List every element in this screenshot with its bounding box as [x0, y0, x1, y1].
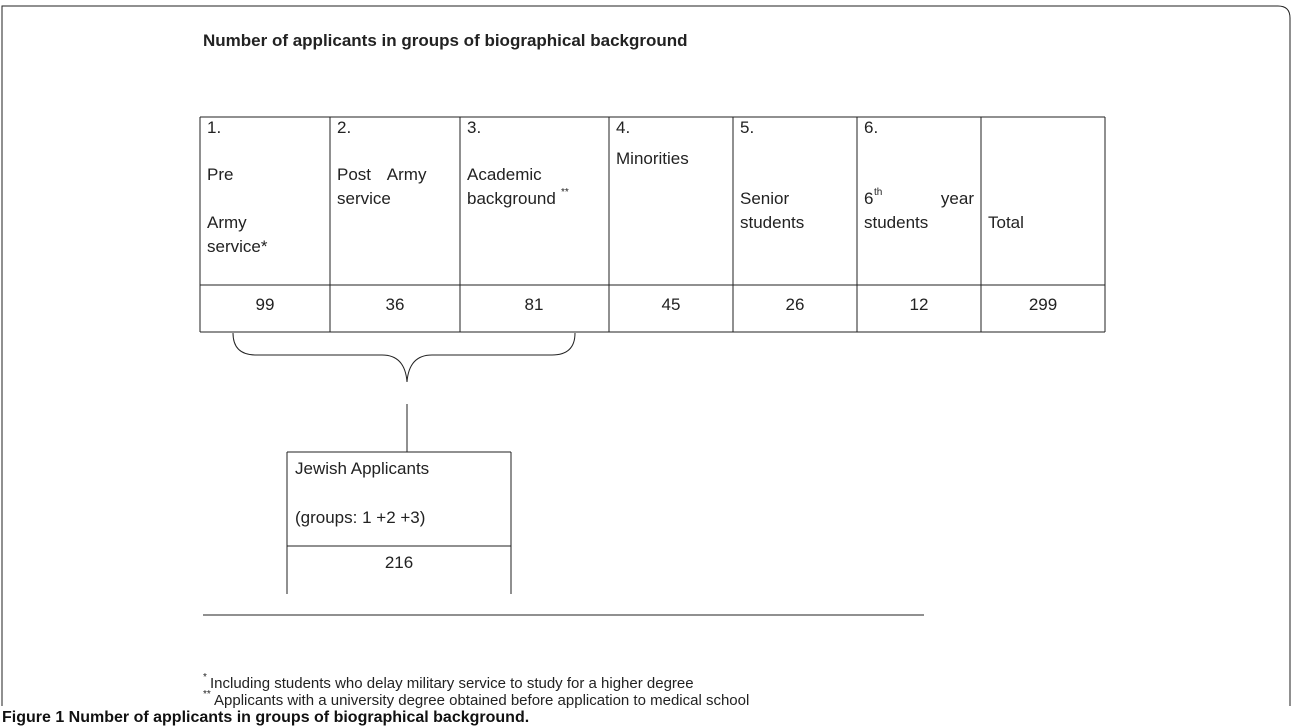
- header-line: Post Army: [337, 165, 427, 184]
- header-number: 2.: [337, 118, 351, 137]
- table-grid: [199, 116, 1106, 333]
- header-line: students: [864, 213, 928, 232]
- header-number: 3.: [467, 118, 481, 137]
- header-line: Minorities: [616, 149, 689, 168]
- header-mark: **: [561, 187, 569, 198]
- cell-value: 45: [662, 295, 681, 314]
- footnote: Applicants with a university degree obta…: [214, 692, 749, 709]
- header-number: 4.: [616, 118, 630, 137]
- header-number: 6.: [864, 118, 878, 137]
- frame: [1, 5, 1291, 706]
- header-line: Senior: [740, 189, 789, 208]
- footnote-mark: **: [203, 689, 211, 700]
- header-line: Pre: [207, 165, 233, 184]
- jewish-box: [286, 451, 512, 594]
- brace: [232, 332, 576, 383]
- header-line: Total: [988, 213, 1024, 232]
- header-line: service*: [207, 237, 268, 256]
- box-subtitle: (groups: 1 +2 +3): [295, 508, 425, 527]
- cell-value: 26: [786, 295, 805, 314]
- cell-value: 299: [1029, 295, 1057, 314]
- box-title: Jewish Applicants: [295, 459, 429, 478]
- box-value: 216: [385, 553, 413, 572]
- caption: Figure 1 Number of applicants in groups …: [2, 709, 529, 726]
- footnote: Including students who delay military se…: [210, 675, 694, 692]
- header-ordinal: 6: [864, 189, 873, 208]
- header-line: background: [467, 189, 556, 208]
- header-ordinal-suffix: th: [874, 187, 882, 198]
- header-line: Army: [207, 213, 247, 232]
- cell-value: 81: [525, 295, 544, 314]
- cell-value: 36: [386, 295, 405, 314]
- title: Number of applicants in groups of biogra…: [203, 31, 688, 50]
- header-line: students: [740, 213, 804, 232]
- header-line: year: [941, 189, 974, 208]
- header-line: service: [337, 189, 391, 208]
- header-number: 1.: [207, 118, 221, 137]
- cell-value: 99: [256, 295, 275, 314]
- cell-value: 12: [910, 295, 929, 314]
- header-line: Academic: [467, 165, 542, 184]
- footnote-mark: *: [203, 672, 207, 683]
- header-number: 5.: [740, 118, 754, 137]
